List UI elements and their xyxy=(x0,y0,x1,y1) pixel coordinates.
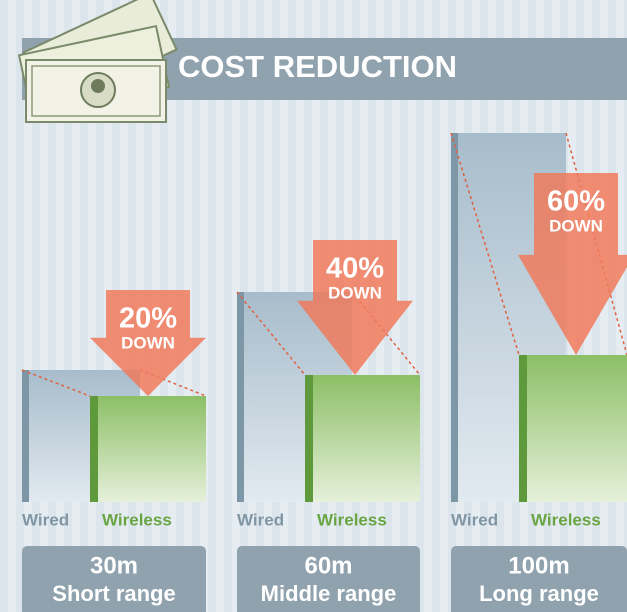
down-label: DOWN xyxy=(549,216,603,235)
range: Short range xyxy=(52,581,175,606)
wireless-label: Wireless xyxy=(317,510,387,529)
wired-edge xyxy=(237,292,244,502)
wired-edge xyxy=(451,133,458,502)
wireless-label: Wireless xyxy=(102,510,172,529)
percent: 40% xyxy=(326,253,384,285)
wired-label: Wired xyxy=(451,510,498,529)
down-label: DOWN xyxy=(121,333,175,352)
distance: 100m xyxy=(508,552,569,579)
range: Middle range xyxy=(261,581,397,606)
wireless-edge xyxy=(305,375,313,502)
wireless-bar xyxy=(519,355,627,502)
title: COST REDUCTION xyxy=(178,49,457,84)
distance: 30m xyxy=(90,552,138,579)
wired-label: Wired xyxy=(22,510,69,529)
wireless-label: Wireless xyxy=(531,510,601,529)
percent: 60% xyxy=(547,186,605,218)
range: Long range xyxy=(479,581,599,606)
wired-edge xyxy=(22,370,29,502)
wired-label: Wired xyxy=(237,510,284,529)
wireless-edge xyxy=(519,355,527,502)
infographic: COST REDUCTION 20%DOWNWiredWireless30mSh… xyxy=(0,0,627,612)
wireless-edge xyxy=(90,396,98,502)
wireless-bar xyxy=(305,375,420,502)
distance: 60m xyxy=(304,552,352,579)
wireless-bar xyxy=(90,396,206,502)
down-label: DOWN xyxy=(328,283,382,302)
percent: 20% xyxy=(119,303,177,335)
